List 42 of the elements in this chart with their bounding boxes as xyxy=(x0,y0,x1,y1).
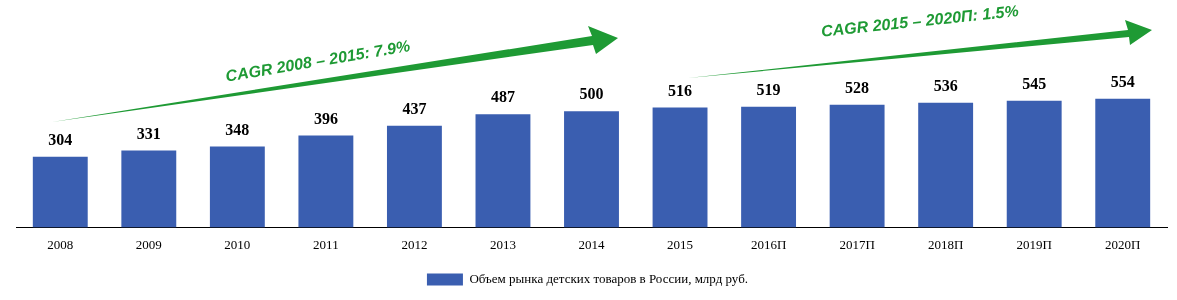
bar xyxy=(1095,98,1151,228)
data-label: 331 xyxy=(136,124,161,142)
data-label: 516 xyxy=(668,81,693,99)
x-tick-label: 2008 xyxy=(47,236,74,252)
data-label: 348 xyxy=(225,120,250,138)
data-label: 500 xyxy=(579,85,604,103)
data-label: 519 xyxy=(756,80,781,98)
x-tick-label: 2017П xyxy=(839,236,875,252)
data-label: 554 xyxy=(1110,72,1135,90)
data-label: 545 xyxy=(1022,74,1047,92)
data-label: 437 xyxy=(402,100,427,118)
x-tick-label: 2010 xyxy=(224,236,251,252)
bar xyxy=(298,135,354,228)
bar xyxy=(121,150,177,228)
bar xyxy=(829,104,885,228)
x-tick-label: 2014 xyxy=(578,236,605,252)
bar xyxy=(564,111,619,228)
bar xyxy=(209,146,265,228)
bar xyxy=(386,125,442,228)
x-tick-label: 2009 xyxy=(135,236,162,252)
data-label: 487 xyxy=(490,88,515,106)
bar xyxy=(1006,100,1062,228)
text: CAGR 2008 – 2015: 7.9% xyxy=(224,37,412,85)
bar xyxy=(741,106,797,228)
bar xyxy=(32,156,88,228)
data-label: 536 xyxy=(933,77,958,95)
x-tick-label: 2018П xyxy=(927,236,964,252)
x-tick-label: 2020П xyxy=(1105,236,1141,252)
x-tick-label: 2019П xyxy=(1016,236,1052,252)
bar xyxy=(652,107,708,228)
data-label: 396 xyxy=(313,109,338,127)
x-tick-label: 2012 xyxy=(401,236,428,252)
data-label: 304 xyxy=(48,130,73,148)
x-tick-label: 2016П xyxy=(750,236,787,252)
legend-label: Объем рынка детских товаров в России, млрд руб. xyxy=(469,270,749,286)
x-tick-label: 2015 xyxy=(667,236,694,252)
bar xyxy=(475,114,531,228)
bar xyxy=(918,102,974,228)
data-label: 528 xyxy=(845,78,870,96)
x-tick-label: 2011 xyxy=(313,236,339,252)
x-tick-label: 2013 xyxy=(489,236,516,252)
text: CAGR 2015 – 2020П: 1.5% xyxy=(820,2,1020,40)
